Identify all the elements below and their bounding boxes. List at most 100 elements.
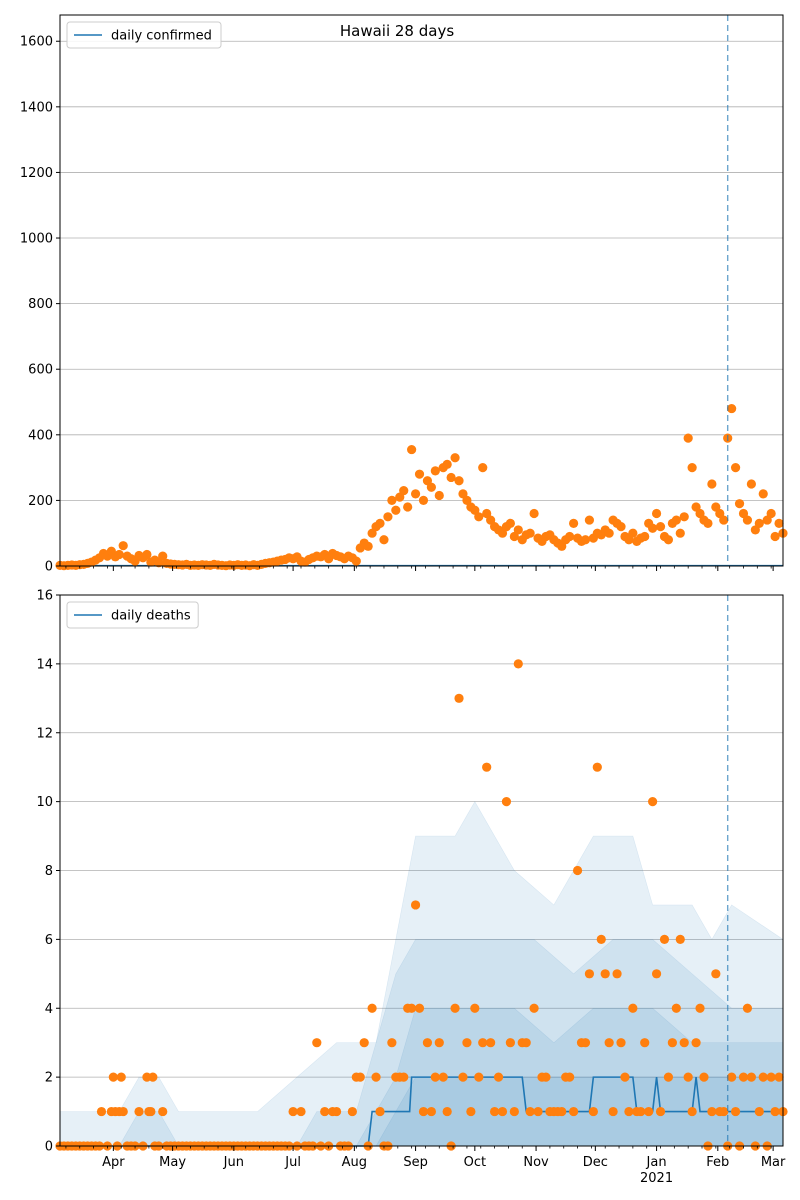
deaths-band-0 bbox=[59, 801, 784, 1147]
confirmed-point bbox=[655, 522, 666, 532]
confirmed-ytick-label: 800 bbox=[28, 297, 53, 312]
confirmed-point bbox=[383, 512, 393, 522]
confirmed-point bbox=[387, 495, 397, 506]
deaths-point bbox=[584, 969, 595, 979]
confirmed-ytick-label: 1200 bbox=[20, 166, 53, 181]
confirmed-point bbox=[363, 541, 373, 551]
deaths-chart: 0 2 4 6 8 10 12 14 16 Apr May Jun Jul Aug Sep Oct Nov Dec… bbox=[36, 589, 788, 1186]
confirmed-point bbox=[671, 515, 681, 525]
deaths-point bbox=[648, 797, 658, 807]
deaths-point bbox=[371, 1072, 381, 1082]
confirmed-point bbox=[399, 485, 409, 496]
deaths-point bbox=[430, 1072, 440, 1082]
deaths-point bbox=[331, 1106, 342, 1117]
deaths-point bbox=[509, 1106, 519, 1117]
confirmed-point bbox=[446, 472, 456, 483]
deaths-point bbox=[462, 1038, 472, 1048]
deaths-point bbox=[770, 1106, 780, 1117]
deaths-ytick-label: 4 bbox=[45, 1002, 53, 1017]
deaths-point bbox=[296, 1106, 306, 1117]
confirmed-ytick-label: 0 bbox=[45, 560, 53, 575]
deaths-point bbox=[640, 1038, 650, 1048]
deaths-band-1 bbox=[60, 939, 784, 1147]
confirmed-point bbox=[565, 531, 575, 542]
deaths-point bbox=[730, 1106, 741, 1117]
deaths-point bbox=[738, 1072, 749, 1082]
deaths-point bbox=[116, 1072, 126, 1082]
deaths-point bbox=[489, 1106, 500, 1117]
confirmed-legend-label: daily confirmed bbox=[111, 29, 212, 44]
confirmed-point bbox=[569, 518, 579, 528]
deaths-point bbox=[426, 1106, 436, 1117]
deaths-point bbox=[683, 1072, 693, 1082]
confirmed-point bbox=[679, 512, 689, 522]
confirmed-axes-frame bbox=[59, 14, 784, 567]
deaths-point bbox=[659, 934, 670, 944]
deaths-point bbox=[355, 1072, 365, 1082]
deaths-point bbox=[442, 1106, 452, 1117]
deaths-point bbox=[572, 865, 583, 876]
confirmed-point bbox=[648, 523, 658, 533]
xtick-label: Oct bbox=[464, 1155, 486, 1170]
confirmed-point bbox=[418, 495, 429, 506]
deaths-point bbox=[596, 934, 606, 944]
confirmed-point bbox=[114, 549, 124, 560]
deaths-point bbox=[422, 1038, 433, 1048]
deaths-point bbox=[758, 1072, 768, 1082]
confirmed-point bbox=[727, 403, 737, 414]
deaths-point bbox=[675, 934, 685, 944]
deaths-point bbox=[387, 1038, 397, 1048]
deaths-point bbox=[497, 1106, 508, 1117]
deaths-point bbox=[108, 1072, 118, 1082]
deaths-point bbox=[148, 1072, 158, 1082]
deaths-point bbox=[513, 659, 523, 669]
deaths-point bbox=[146, 1106, 156, 1117]
deaths-point bbox=[525, 1106, 535, 1117]
deaths-point bbox=[766, 1072, 776, 1082]
confirmed-point bbox=[391, 505, 401, 515]
xtick-label: Nov bbox=[523, 1155, 549, 1170]
deaths-point bbox=[474, 1072, 484, 1082]
deaths-point bbox=[651, 969, 662, 979]
deaths-point bbox=[612, 969, 622, 979]
deaths-point bbox=[620, 1072, 630, 1082]
deaths-point bbox=[707, 1106, 717, 1117]
confirmed-point bbox=[414, 469, 425, 479]
deaths-point bbox=[347, 1106, 357, 1117]
deaths-point bbox=[96, 1106, 107, 1117]
figure-title: Hawaii 28 days bbox=[340, 22, 454, 40]
confirmed-point bbox=[407, 444, 417, 455]
deaths-point bbox=[754, 1106, 764, 1117]
xtick-label: May bbox=[159, 1155, 186, 1170]
deaths-point bbox=[482, 762, 492, 772]
confirmed-point bbox=[351, 556, 361, 566]
deaths-point bbox=[608, 1106, 618, 1117]
confirmed-point bbox=[683, 433, 693, 443]
deaths-point bbox=[569, 1106, 579, 1117]
confirmed-point bbox=[734, 499, 745, 509]
deaths-point bbox=[458, 1072, 468, 1082]
confirmed-chart: 0 200 400 600 800 1000 1200 1400 1600 daily confi… bbox=[20, 14, 788, 575]
deaths-point bbox=[367, 1003, 377, 1013]
confirmed-ytick-label: 1000 bbox=[20, 232, 53, 247]
confirmed-point bbox=[758, 489, 768, 499]
deaths-point bbox=[486, 1038, 496, 1048]
confirmed-point bbox=[430, 466, 440, 476]
confirmed-point bbox=[604, 528, 614, 538]
confirmed-point bbox=[616, 522, 626, 532]
confirmed-point bbox=[403, 502, 413, 512]
confirmed-point bbox=[580, 535, 591, 545]
deaths-point bbox=[134, 1106, 144, 1117]
deaths-point bbox=[320, 1106, 330, 1117]
deaths-ytick-label: 16 bbox=[36, 589, 53, 604]
confirmed-point bbox=[742, 515, 753, 525]
confirmed-ytick-label: 1600 bbox=[20, 35, 53, 50]
confirmed-point bbox=[663, 535, 674, 545]
deaths-ytick-label: 0 bbox=[45, 1140, 53, 1155]
deaths-point bbox=[588, 1106, 598, 1117]
deaths-point bbox=[533, 1106, 543, 1117]
confirmed-point bbox=[505, 518, 515, 528]
xtick-label: Jan bbox=[646, 1155, 667, 1170]
deaths-point bbox=[450, 1003, 460, 1013]
confirmed-point bbox=[675, 528, 685, 538]
